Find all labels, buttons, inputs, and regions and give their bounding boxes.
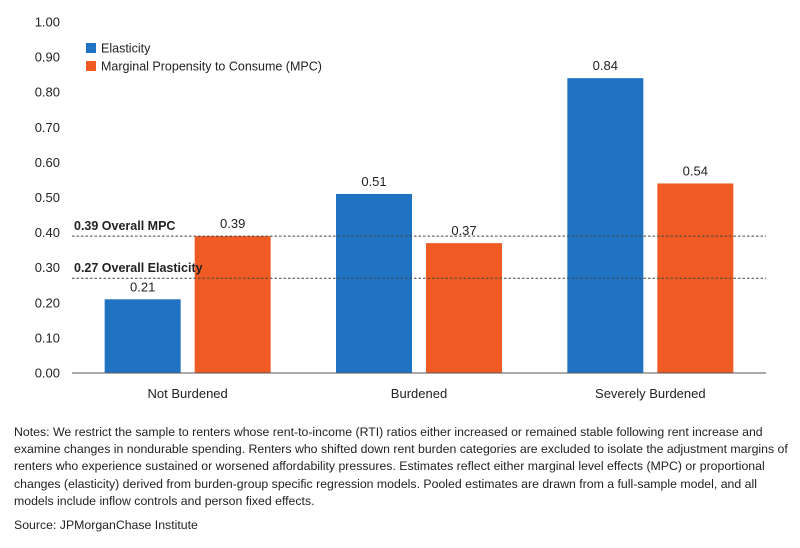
data-label: 0.54 xyxy=(683,163,708,178)
y-tick-label: 0.40 xyxy=(35,225,60,240)
data-label: 0.39 xyxy=(220,216,245,231)
y-tick-label: 0.90 xyxy=(35,50,60,65)
chart-notes: Notes: We restrict the sample to renters… xyxy=(14,425,788,508)
bar xyxy=(336,193,412,373)
legend-swatch xyxy=(86,61,96,71)
x-category-label: Severely Burdened xyxy=(595,386,706,401)
legend-label: Elasticity xyxy=(101,42,151,56)
y-tick-label: 0.60 xyxy=(35,155,60,170)
data-label: 0.84 xyxy=(593,58,618,73)
reference-line-label: 0.39 Overall MPC xyxy=(74,219,175,233)
bar xyxy=(567,78,644,373)
x-category-label: Not Burdened xyxy=(148,386,228,401)
y-tick-label: 1.00 xyxy=(35,15,60,30)
x-category-label: Burdened xyxy=(391,386,447,401)
y-tick-label: 0.50 xyxy=(35,190,60,205)
bar xyxy=(426,243,502,373)
bar-chart: 0.00 0.10 0.20 0.30 0.40 0.50 0.60 0.70 0.80 0.90… xyxy=(35,15,766,401)
legend-swatch xyxy=(86,43,96,53)
data-label: 0.21 xyxy=(130,279,155,294)
data-label: 0.51 xyxy=(361,174,386,189)
y-tick-label: 0.10 xyxy=(35,330,60,345)
y-tick-label: 0.30 xyxy=(35,260,60,275)
y-tick-label: 0.80 xyxy=(35,85,60,100)
bar xyxy=(194,236,271,373)
y-tick-label: 0.70 xyxy=(35,120,60,135)
data-label: 0.37 xyxy=(451,223,476,238)
reference-line-label: 0.27 Overall Elasticity xyxy=(74,261,203,275)
y-tick-label: 0.20 xyxy=(35,295,60,310)
y-tick-label: 0.00 xyxy=(35,366,60,381)
legend-label: Marginal Propensity to Consume (MPC) xyxy=(101,60,322,74)
chart-source: Source: JPMorganChase Institute xyxy=(14,518,198,532)
bar xyxy=(104,299,181,373)
